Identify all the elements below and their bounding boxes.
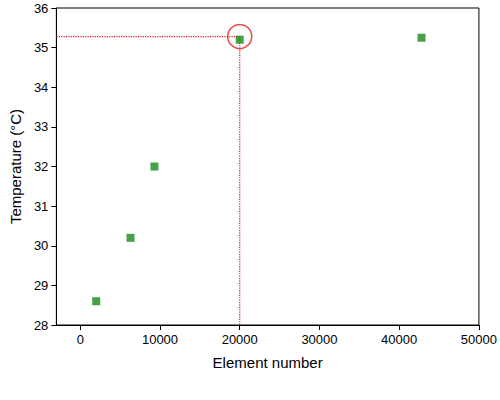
svg-text:Element number: Element number <box>213 354 323 371</box>
svg-text:0: 0 <box>77 332 84 347</box>
svg-text:33: 33 <box>34 119 48 134</box>
svg-text:50000: 50000 <box>461 332 497 347</box>
svg-text:20000: 20000 <box>222 332 258 347</box>
svg-text:28: 28 <box>34 318 48 333</box>
svg-text:36: 36 <box>34 1 48 16</box>
svg-text:31: 31 <box>34 199 48 214</box>
svg-text:35: 35 <box>34 40 48 55</box>
svg-text:Temperature (°C): Temperature (°C) <box>7 109 24 224</box>
svg-text:30: 30 <box>34 238 48 253</box>
svg-text:29: 29 <box>34 278 48 293</box>
svg-text:30000: 30000 <box>301 332 337 347</box>
svg-text:32: 32 <box>34 159 48 174</box>
svg-text:40000: 40000 <box>381 332 417 347</box>
svg-text:34: 34 <box>34 80 48 95</box>
svg-text:10000: 10000 <box>142 332 178 347</box>
